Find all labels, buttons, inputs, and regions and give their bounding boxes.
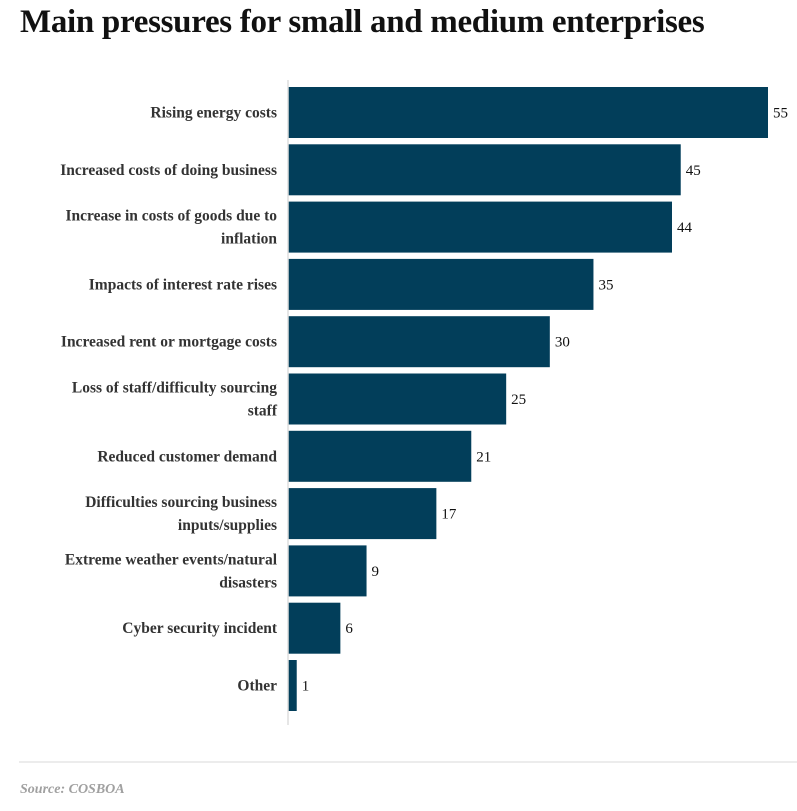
source-note: Source: COSBOA	[20, 782, 125, 797]
category-label: Extreme weather events/natural	[65, 551, 278, 568]
value-label: 35	[598, 277, 613, 293]
bar	[288, 87, 768, 138]
category-label: Loss of staff/difficulty sourcing	[72, 380, 277, 397]
value-label: 25	[511, 392, 526, 408]
category-label: staff	[248, 403, 278, 420]
category-label: Reduced customer demand	[97, 448, 277, 465]
category-label: Increase in costs of goods due to	[65, 208, 277, 225]
category-label: disasters	[219, 574, 277, 591]
category-label: Increased rent or mortgage costs	[61, 334, 277, 351]
bar	[288, 545, 367, 597]
bar	[288, 660, 297, 711]
value-label: 45	[686, 163, 701, 179]
bar	[288, 430, 472, 482]
chart-title: Main pressures for small and medium ente…	[20, 4, 705, 40]
bar	[288, 488, 437, 540]
category-label: inputs/supplies	[178, 517, 277, 534]
divider	[19, 761, 797, 763]
value-label: 1	[302, 679, 310, 695]
category-label: Increased costs of doing business	[60, 162, 277, 179]
value-label: 44	[677, 220, 693, 236]
bar	[288, 144, 681, 196]
bar-chart: 55 Rising energy costs 45 Increased costs o…	[60, 80, 788, 725]
bar	[288, 373, 507, 425]
value-label: 21	[476, 449, 491, 465]
bar	[288, 201, 672, 253]
category-label: Cyber security incident	[122, 620, 278, 637]
bar	[288, 258, 594, 310]
value-label: 55	[773, 106, 788, 122]
bar	[288, 602, 341, 654]
value-label: 17	[441, 507, 457, 523]
value-label: 9	[372, 564, 380, 580]
category-label: Other	[237, 678, 277, 695]
category-label: inflation	[221, 231, 277, 248]
category-label: Difficulties sourcing business	[85, 494, 277, 511]
category-label: Impacts of interest rate rises	[89, 276, 277, 293]
bar	[288, 316, 550, 368]
value-label: 30	[555, 335, 570, 351]
category-label: Rising energy costs	[150, 105, 277, 122]
value-label: 6	[345, 621, 353, 637]
